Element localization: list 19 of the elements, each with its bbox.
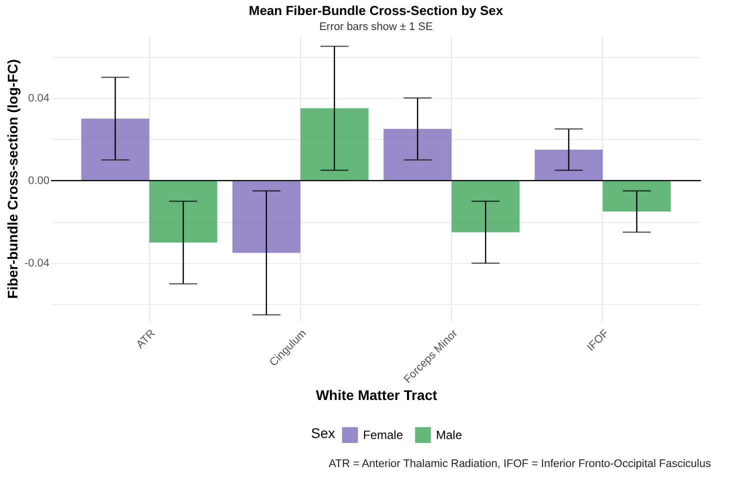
x-axis-title: White Matter Tract [316, 386, 438, 403]
legend-label: Male [436, 428, 462, 442]
chart-subtitle: Error bars show ± 1 SE [319, 21, 433, 33]
bar [149, 180, 218, 243]
legend-label: Female [363, 428, 404, 442]
y-tick-label: 0.00 [28, 175, 50, 188]
bar [534, 150, 603, 181]
y-tick-label: -0.04 [24, 258, 50, 270]
bar [452, 180, 520, 232]
chart-title: Mean Fiber-Bundle Cross-Section by Sex [248, 3, 504, 18]
bar [81, 118, 150, 181]
legend-title: Sex [311, 425, 336, 441]
bar [602, 180, 671, 212]
bar [384, 128, 452, 181]
bar [232, 180, 300, 253]
text: ATR = Anterior Thalamic Radiation, IFOF = Inferior Fronto-Occipital Fasciculus [328, 458, 712, 470]
y-tick-label: 0.04 [28, 92, 50, 104]
y-axis-title: Fiber-bundle Cross-section (log-FC) [4, 59, 20, 299]
bar [300, 108, 368, 181]
